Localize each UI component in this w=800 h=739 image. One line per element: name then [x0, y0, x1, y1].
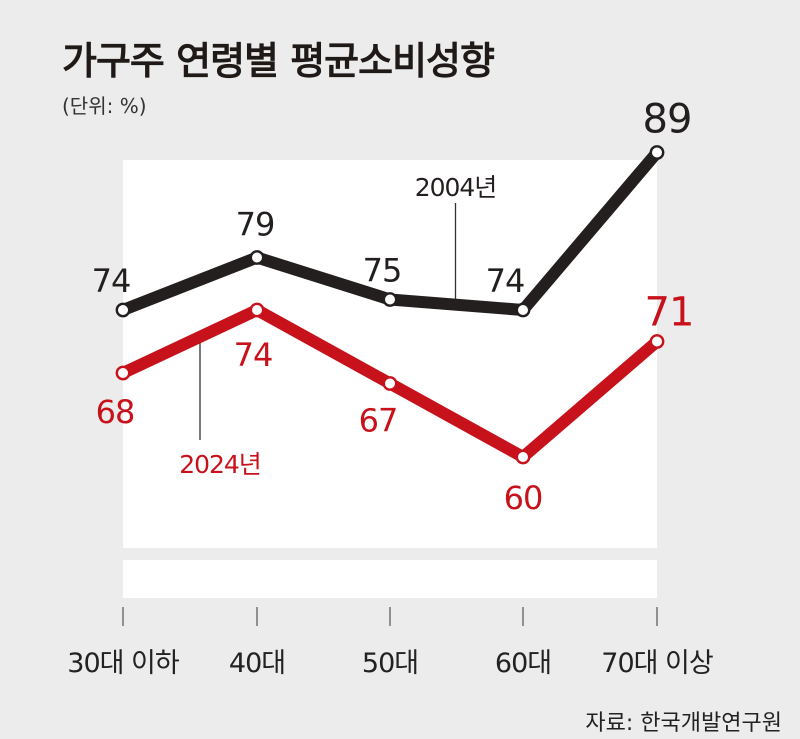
data-point — [115, 365, 131, 381]
data-label: 71 — [645, 290, 694, 336]
data-point — [649, 334, 665, 349]
data-point — [249, 250, 265, 265]
unit-label: (단위: %) — [62, 94, 147, 118]
data-point — [115, 302, 131, 318]
data-point — [382, 292, 398, 307]
data-label: 89 — [643, 97, 692, 143]
source-note: 자료: 한국개발연구원 — [585, 711, 782, 736]
data-point — [382, 376, 398, 391]
data-point — [515, 449, 531, 465]
x-tick-label: 40대 — [229, 648, 285, 679]
data-label: 74 — [92, 262, 131, 300]
plot-lower-band — [123, 560, 657, 598]
data-point — [515, 302, 531, 318]
data-label: 79 — [236, 206, 275, 244]
data-label: 60 — [504, 479, 543, 517]
data-label: 67 — [359, 402, 398, 440]
x-tick-label: 50대 — [362, 648, 418, 679]
x-tick-label: 30대 이하 — [67, 648, 180, 679]
plot-area — [123, 160, 657, 548]
data-label: 68 — [96, 393, 135, 431]
x-tick-label: 70대 이상 — [601, 648, 713, 679]
series-label-2004: 2004년 — [415, 173, 497, 202]
data-label: 74 — [234, 336, 273, 374]
data-point — [249, 302, 265, 318]
chart-title: 가구주 연령별 평균소비성향 — [62, 39, 495, 83]
data-label: 75 — [363, 252, 402, 290]
series-label-2024: 2024년 — [179, 450, 261, 479]
x-tick-label: 60대 — [495, 648, 551, 679]
data-point — [649, 145, 665, 160]
data-label: 74 — [486, 262, 525, 300]
